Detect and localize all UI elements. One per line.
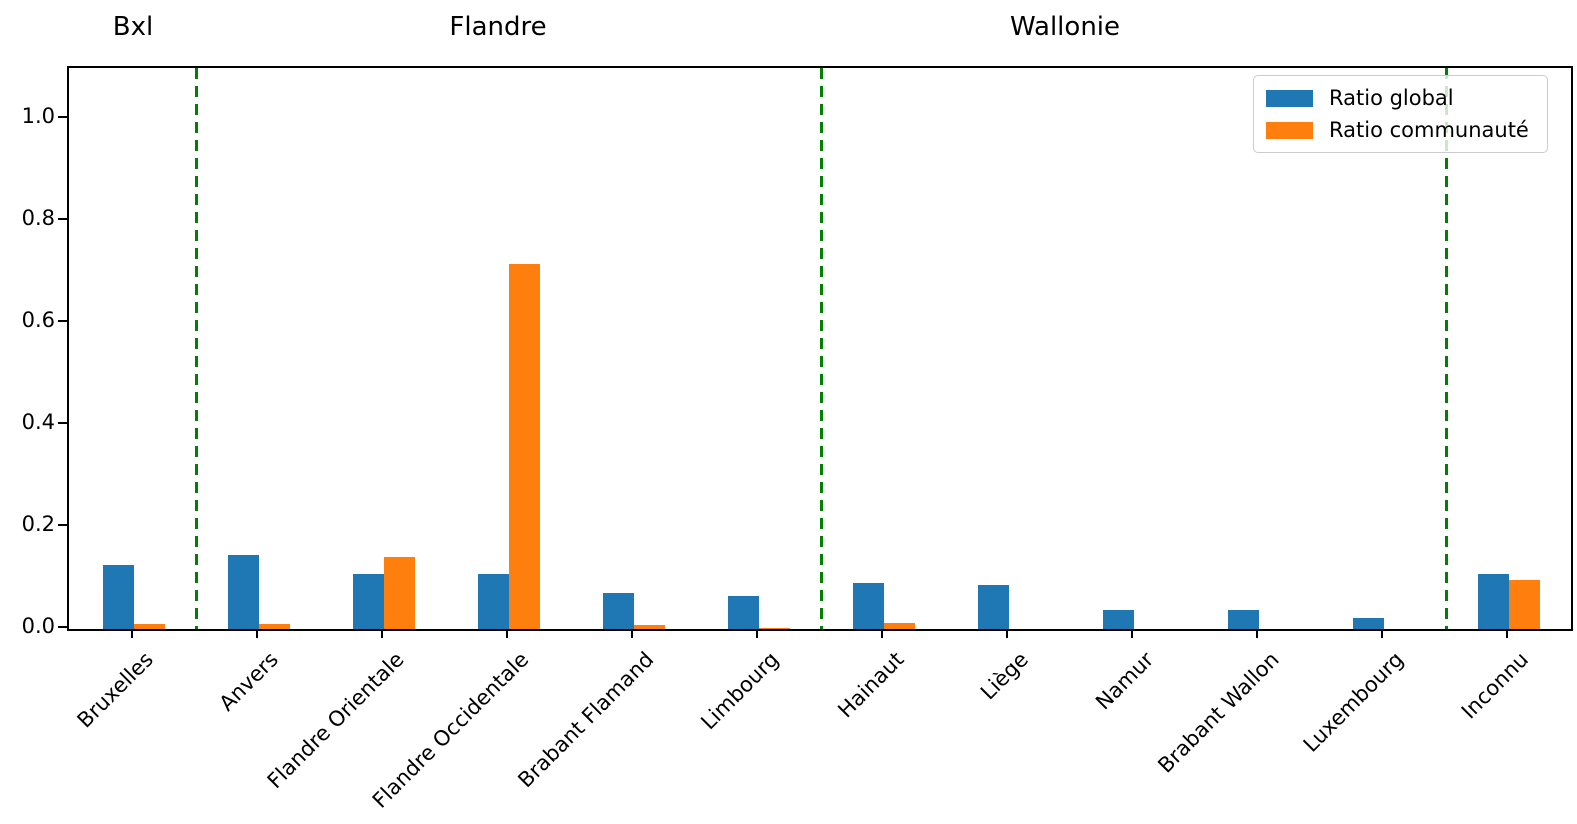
legend-label-1: Ratio communauté xyxy=(1329,118,1529,142)
bar-global-3 xyxy=(478,574,509,629)
region-label-wallonie: Wallonie xyxy=(1009,12,1121,42)
x-tick-label-1: Anvers xyxy=(214,647,284,716)
bar-global-11 xyxy=(1478,574,1509,629)
bar-global-8 xyxy=(1103,610,1134,629)
region-separator-line-2 xyxy=(1445,68,1448,629)
legend-entry-0: Ratio global xyxy=(1266,86,1529,110)
legend-swatch-communaute xyxy=(1266,121,1313,139)
x-tick-mark xyxy=(1256,629,1258,638)
x-tick-label-11: Inconnu xyxy=(1457,647,1534,724)
region-label-flandre: Flandre xyxy=(449,12,547,42)
bar-communaute-11 xyxy=(1509,580,1540,629)
x-tick-mark xyxy=(1006,629,1008,638)
y-tick-label-0.4: 0.4 xyxy=(21,410,55,434)
legend-label-0: Ratio global xyxy=(1329,86,1454,110)
x-tick-label-6: Hainaut xyxy=(833,647,909,723)
y-tick-mark xyxy=(58,524,67,526)
x-tick-label-9: Brabant Wallon xyxy=(1152,647,1284,778)
bar-global-0 xyxy=(103,565,134,629)
x-tick-label-0: Bruxelles xyxy=(72,647,159,733)
bar-global-4 xyxy=(603,593,634,629)
legend-entry-1: Ratio communauté xyxy=(1266,118,1529,142)
y-tick-mark xyxy=(58,320,67,322)
bar-communaute-4 xyxy=(634,625,665,629)
region-separator-line-0 xyxy=(195,68,198,629)
x-tick-label-8: Namur xyxy=(1091,647,1159,715)
y-tick-mark xyxy=(58,116,67,118)
x-tick-label-7: Liège xyxy=(976,647,1034,705)
x-tick-label-4: Brabant Flamand xyxy=(513,647,659,793)
y-tick-label-0.2: 0.2 xyxy=(21,512,55,536)
bar-communaute-6 xyxy=(884,623,915,629)
x-tick-mark xyxy=(881,629,883,638)
bar-communaute-5 xyxy=(759,628,790,629)
plot-area xyxy=(67,66,1573,631)
y-tick-label-0.0: 0.0 xyxy=(21,614,55,638)
legend: Ratio global Ratio communauté xyxy=(1253,75,1548,153)
bar-global-9 xyxy=(1228,610,1259,629)
y-tick-label-0.8: 0.8 xyxy=(21,206,55,230)
region-separator-line-1 xyxy=(820,68,823,629)
x-tick-mark xyxy=(131,629,133,638)
x-tick-mark xyxy=(1381,629,1383,638)
x-tick-label-5: Limbourg xyxy=(696,647,784,735)
x-tick-mark xyxy=(256,629,258,638)
bar-communaute-0 xyxy=(134,624,165,629)
x-tick-mark xyxy=(381,629,383,638)
bar-communaute-2 xyxy=(384,557,415,629)
bar-global-7 xyxy=(978,585,1009,629)
bar-communaute-1 xyxy=(259,624,290,629)
x-tick-mark xyxy=(1131,629,1133,638)
legend-swatch-global xyxy=(1266,89,1313,107)
x-tick-mark xyxy=(506,629,508,638)
x-tick-label-2: Flandre Orientale xyxy=(262,647,409,794)
y-tick-label-0.6: 0.6 xyxy=(21,308,55,332)
bar-global-6 xyxy=(853,583,884,629)
y-tick-mark xyxy=(58,626,67,628)
x-tick-mark xyxy=(1506,629,1508,638)
region-label-bxl: Bxl xyxy=(112,12,154,42)
x-tick-mark xyxy=(756,629,758,638)
bar-global-10 xyxy=(1353,618,1384,629)
y-tick-mark xyxy=(58,218,67,220)
bar-global-5 xyxy=(728,596,759,629)
bar-global-2 xyxy=(353,574,384,629)
x-tick-label-10: Luxembourg xyxy=(1298,647,1409,757)
y-tick-mark xyxy=(58,422,67,424)
bar-communaute-3 xyxy=(509,264,540,629)
bar-global-1 xyxy=(228,555,259,629)
y-tick-label-1.0: 1.0 xyxy=(21,104,55,128)
x-tick-mark xyxy=(631,629,633,638)
